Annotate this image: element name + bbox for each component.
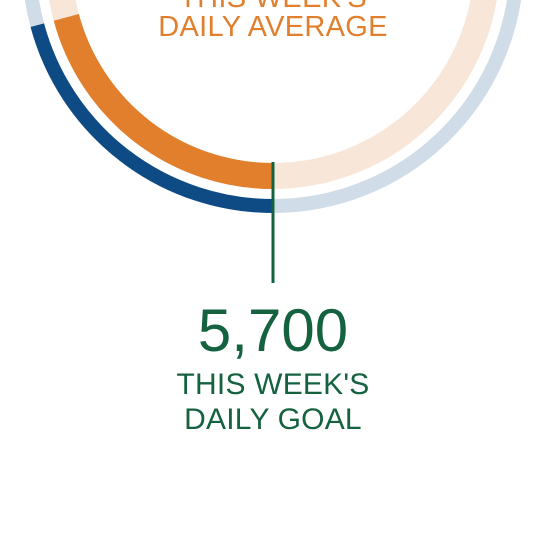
- average-label-line1: THIS WEEK'S: [0, 0, 546, 15]
- average-label-line2: DAILY AVERAGE: [158, 11, 388, 43]
- goal-label-line1: THIS WEEK'S: [176, 368, 370, 401]
- goal-label-line2: DAILY GOAL: [184, 403, 362, 436]
- average-ring-progress: [53, 13, 274, 189]
- goal-ring-progress: [30, 23, 274, 213]
- goal-value: 5,700: [197, 297, 349, 364]
